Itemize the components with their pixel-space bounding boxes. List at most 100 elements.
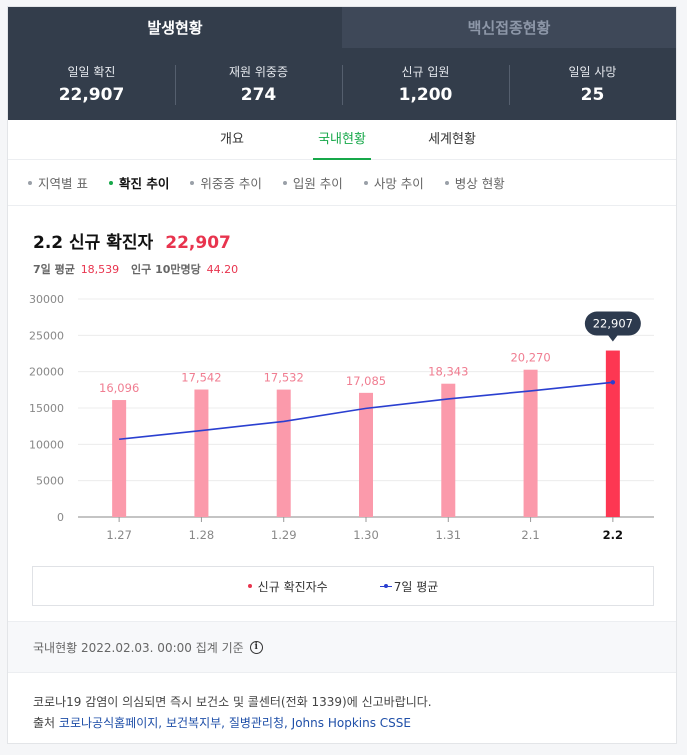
average-line-path: [119, 381, 613, 441]
filter-label: 위중증 추이: [200, 176, 262, 191]
y-tick-label: 5000: [36, 475, 64, 488]
x-tick-label: 1.31: [435, 528, 461, 542]
chart-legend: 신규 확진자수 7일 평균: [32, 566, 654, 606]
filter-critical-trend[interactable]: 위중증 추이: [190, 173, 262, 192]
stat-value: 1,200: [398, 85, 453, 105]
stat-new-hospitalized: 신규 입원 1,200: [342, 63, 509, 105]
stat-label: 재원 위중증: [228, 65, 288, 79]
legend-line-icon: [379, 583, 392, 588]
info-icon[interactable]: i: [249, 640, 263, 654]
bullet-icon: [190, 180, 195, 185]
filter-label: 병상 현황: [454, 176, 505, 191]
chart-total: 22,907: [165, 233, 231, 253]
stat-critical: 재원 위중증 274: [175, 63, 342, 105]
y-tick-label: 15000: [29, 402, 64, 415]
tab-vaccination-status[interactable]: 백신접종현황: [342, 7, 676, 48]
x-tick-label: 1.28: [189, 528, 215, 542]
tooltip-bubble: [584, 311, 641, 336]
tab-world[interactable]: 세계현황: [428, 132, 476, 147]
x-tick-label: 1.29: [271, 528, 297, 542]
confirmed-bar-chart: 0 5000 10000 15000 20000 25000 30000 16,096 17,…: [29, 293, 654, 542]
bullet-icon: [363, 180, 368, 185]
sources-label: 출처: [33, 716, 56, 730]
bar: [523, 369, 538, 517]
x-tick-label: 1.27: [106, 528, 132, 542]
bar: [112, 400, 127, 517]
stat-label: 신규 입원: [401, 65, 450, 79]
filter-bar: 지역별 표 확진 추이 위중증 추이 입원 추이 사망 추이 병상 현황: [8, 160, 676, 206]
bar-value-label: 17,532: [264, 371, 304, 385]
notice-text: 코로나19 감염이 의심되면 즉시 보건소 및 콜센터(전화 1339)에 신고…: [33, 695, 432, 709]
filter-bed-status[interactable]: 병상 현황: [444, 173, 505, 192]
filter-region-table[interactable]: 지역별 표: [28, 173, 88, 192]
basis-text: 국내현황 2022.02.03. 00:00 집계 기준: [33, 640, 244, 655]
top-tabs: 발생현황 백신접종현황: [8, 7, 676, 48]
source-link-mohw[interactable]: 보건복지부: [165, 716, 222, 730]
bullet-icon: [282, 180, 287, 185]
stat-daily-deaths: 일일 사망 25: [509, 63, 676, 105]
filter-label: 사망 추이: [373, 176, 424, 191]
legend-dot-icon: [247, 584, 252, 588]
legend-item-average[interactable]: 7일 평균: [379, 578, 439, 595]
average-line-point: [610, 380, 616, 385]
legend-label: 신규 확진자수: [257, 579, 328, 594]
tooltip-pointer: [607, 335, 618, 342]
filter-label: 지역별 표: [38, 176, 88, 191]
notice: 코로나19 감염이 의심되면 즉시 보건소 및 콜센터(전화 1339)에 신고…: [33, 692, 432, 734]
tooltip-value: 22,907: [593, 317, 633, 331]
stat-value: 25: [580, 85, 605, 105]
source-link-kdca-home[interactable]: 코로나공식홈페이지: [58, 716, 159, 730]
tab-domestic[interactable]: 국내현황: [287, 120, 397, 160]
filter-confirmed-trend[interactable]: 확진 추이: [108, 173, 170, 192]
bar-value-label: 17,085: [346, 374, 386, 388]
tab-outbreak-status[interactable]: 발생현황: [8, 7, 342, 48]
stat-label: 일일 확진: [67, 65, 116, 79]
bar-value-labels: 16,096 17,542 17,532 17,085 18,343 20,270: [99, 351, 551, 395]
highlight-tooltip: 22,907: [584, 311, 641, 342]
stat-daily-confirmed: 일일 확진 22,907: [8, 63, 175, 105]
bar-value-label: 16,096: [99, 381, 139, 395]
source-link-jhu[interactable]: Johns Hopkins CSSE: [291, 716, 411, 730]
filter-hospital-trend[interactable]: 입원 추이: [282, 173, 343, 192]
y-tick-label: 10000: [29, 438, 64, 451]
average-line: [119, 380, 616, 441]
bar-value-label: 18,343: [428, 365, 468, 379]
source-link-kdca[interactable]: 질병관리청: [228, 716, 285, 730]
x-tick-label: 2.1: [521, 528, 539, 542]
bar: [276, 389, 291, 517]
bullet-icon: [28, 180, 32, 185]
bar-value-label: 17,542: [181, 371, 221, 385]
chart-header: 2.2 신규 확진자 22,907 7일 평균 18,539 인구 10만명당 …: [8, 206, 676, 277]
x-tick-label: 2.2: [603, 528, 623, 542]
stat-value: 274: [240, 85, 277, 105]
sources: 출처 코로나공식홈페이지, 보건복지부, 질병관리청, Johns Hopkin…: [33, 716, 411, 730]
avg-value: 18,539: [80, 263, 120, 276]
bar: [194, 389, 209, 517]
bar: [441, 383, 456, 517]
tab-overview[interactable]: 개요: [220, 132, 244, 147]
x-tick-label: 1.30: [353, 528, 379, 542]
y-tick-label: 0: [57, 511, 64, 524]
bullet-icon: [108, 180, 113, 185]
avg-label: 7일 평균: [33, 263, 75, 276]
covid-status-card: 발생현황 백신접종현황 일일 확진 22,907 재원 위중증 274 신규 입…: [7, 6, 677, 744]
legend-item-confirmed[interactable]: 신규 확진자수: [247, 578, 328, 595]
data-basis: 국내현황 2022.02.03. 00:00 집계 기준 i: [8, 621, 676, 673]
sub-tabs: 개요 국내현황 세계현황: [8, 120, 676, 160]
bar: [359, 392, 373, 517]
chart-meta: 7일 평균 18,539 인구 10만명당 44.20: [33, 261, 676, 277]
bar-value-label: 20,270: [510, 351, 550, 365]
y-tick-label: 20000: [29, 366, 64, 379]
y-tick-label: 30000: [29, 293, 64, 306]
per100k-label: 인구 10만명당: [131, 263, 201, 276]
x-axis-ticks: 1.27 1.28 1.29 1.30 1.31 2.1 2.2: [106, 517, 623, 542]
y-tick-label: 25000: [29, 329, 64, 342]
filter-death-trend[interactable]: 사망 추이: [363, 173, 424, 192]
chart-title: 2.2 신규 확진자: [33, 233, 154, 253]
legend-label: 7일 평균: [393, 579, 439, 594]
stat-label: 일일 사망: [568, 65, 617, 79]
stat-value: 22,907: [58, 85, 125, 105]
bar: [605, 350, 620, 517]
filter-label: 입원 추이: [292, 176, 343, 191]
filter-label: 확진 추이: [118, 176, 170, 191]
